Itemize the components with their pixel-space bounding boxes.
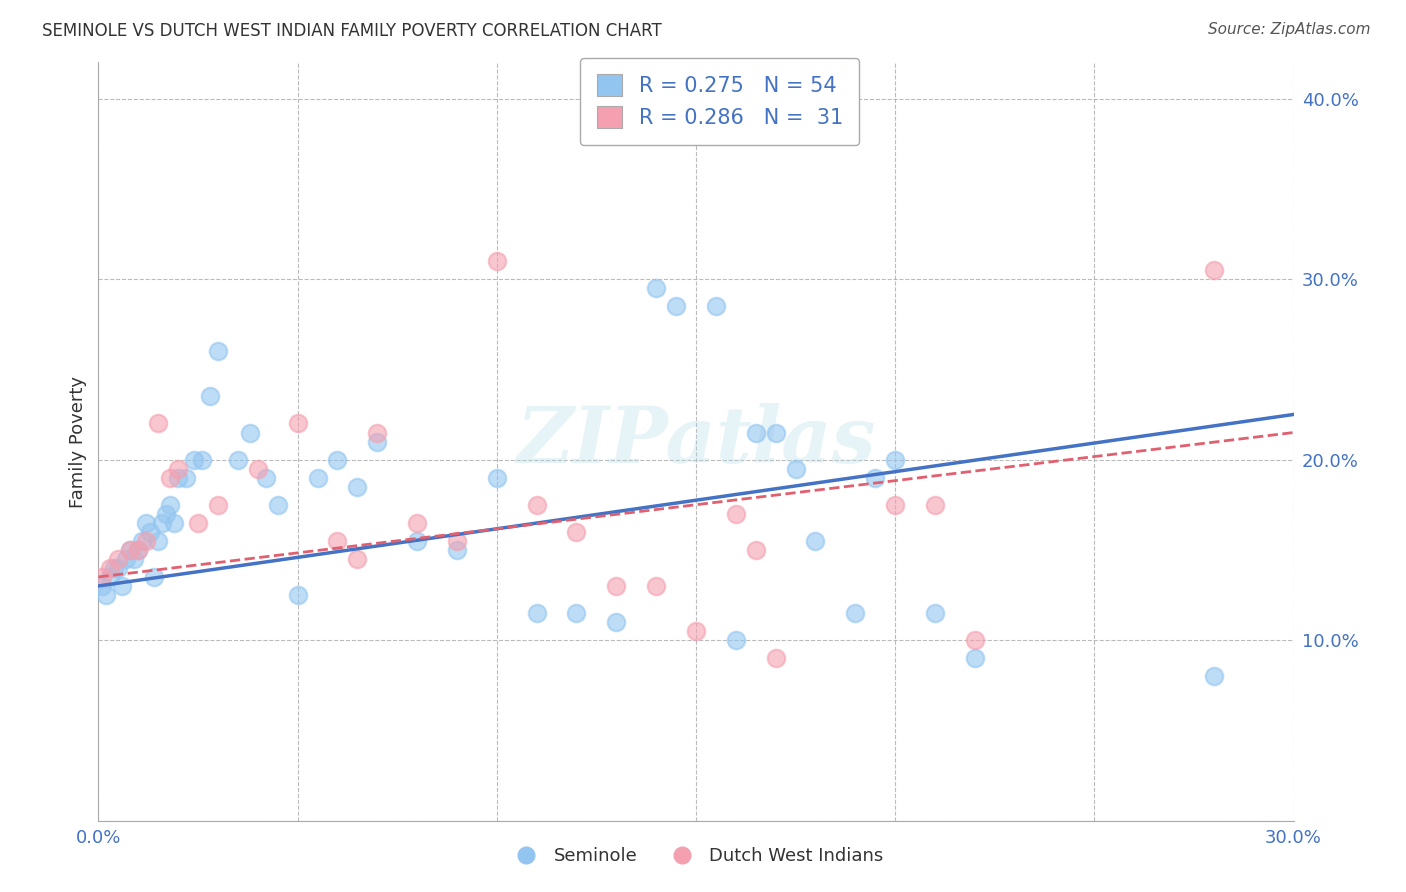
Point: [785, 461, 807, 475]
Point: [120, 542, 142, 557]
Point: [131, 533, 153, 548]
Point: [307, 470, 329, 484]
Point: [91, 579, 114, 593]
Point: [111, 579, 134, 593]
Point: [115, 552, 138, 566]
Point: [167, 470, 190, 484]
Point: [98, 561, 122, 575]
Point: [246, 461, 269, 475]
Point: [148, 533, 170, 548]
Point: [267, 498, 290, 512]
Point: [139, 524, 162, 539]
Point: [191, 452, 214, 467]
Point: [287, 417, 309, 431]
Point: [174, 470, 197, 484]
Point: [124, 552, 146, 566]
Point: [91, 570, 114, 584]
Point: [207, 344, 229, 359]
Point: [187, 516, 209, 530]
Point: [665, 299, 688, 313]
Point: [159, 498, 181, 512]
Point: [183, 452, 205, 467]
Y-axis label: Family Poverty: Family Poverty: [69, 376, 87, 508]
Point: [287, 588, 309, 602]
Point: [526, 606, 548, 620]
Point: [163, 516, 186, 530]
Point: [485, 470, 508, 484]
Point: [704, 299, 727, 313]
Point: [745, 425, 768, 440]
Point: [963, 633, 986, 648]
Point: [605, 615, 627, 629]
Point: [159, 470, 181, 484]
Point: [724, 633, 747, 648]
Text: SEMINOLE VS DUTCH WEST INDIAN FAMILY POVERTY CORRELATION CHART: SEMINOLE VS DUTCH WEST INDIAN FAMILY POV…: [42, 22, 662, 40]
Text: ZIPatlas: ZIPatlas: [516, 403, 876, 480]
Point: [107, 561, 129, 575]
Point: [1202, 263, 1225, 277]
Point: [884, 498, 907, 512]
Point: [485, 254, 508, 268]
Point: [685, 624, 707, 639]
Point: [135, 533, 157, 548]
Point: [1202, 669, 1225, 683]
Point: [804, 533, 827, 548]
Point: [645, 281, 668, 295]
Point: [745, 542, 768, 557]
Point: [865, 470, 887, 484]
Point: [143, 570, 166, 584]
Point: [120, 542, 142, 557]
Point: [844, 606, 866, 620]
Point: [326, 533, 349, 548]
Point: [884, 452, 907, 467]
Point: [446, 533, 468, 548]
Point: [765, 651, 787, 665]
Point: [167, 461, 190, 475]
Point: [924, 606, 946, 620]
Point: [346, 552, 368, 566]
Point: [96, 588, 118, 602]
Point: [254, 470, 277, 484]
Point: [446, 542, 468, 557]
Point: [605, 579, 627, 593]
Point: [406, 516, 429, 530]
Point: [135, 516, 157, 530]
Point: [198, 389, 221, 403]
Point: [366, 434, 388, 449]
Legend: Seminole, Dutch West Indians: Seminole, Dutch West Indians: [501, 840, 891, 872]
Point: [127, 542, 149, 557]
Point: [526, 498, 548, 512]
Point: [98, 570, 122, 584]
Point: [150, 516, 173, 530]
Point: [565, 606, 588, 620]
Point: [963, 651, 986, 665]
Point: [765, 425, 787, 440]
Point: [107, 552, 129, 566]
Point: [366, 425, 388, 440]
Point: [346, 480, 368, 494]
Point: [207, 498, 229, 512]
Text: Source: ZipAtlas.com: Source: ZipAtlas.com: [1208, 22, 1371, 37]
Point: [724, 507, 747, 521]
Point: [326, 452, 349, 467]
Point: [127, 542, 149, 557]
Point: [226, 452, 249, 467]
Point: [645, 579, 668, 593]
Point: [406, 533, 429, 548]
Point: [239, 425, 262, 440]
Point: [565, 524, 588, 539]
Point: [148, 417, 170, 431]
Point: [103, 561, 125, 575]
Point: [155, 507, 177, 521]
Point: [924, 498, 946, 512]
